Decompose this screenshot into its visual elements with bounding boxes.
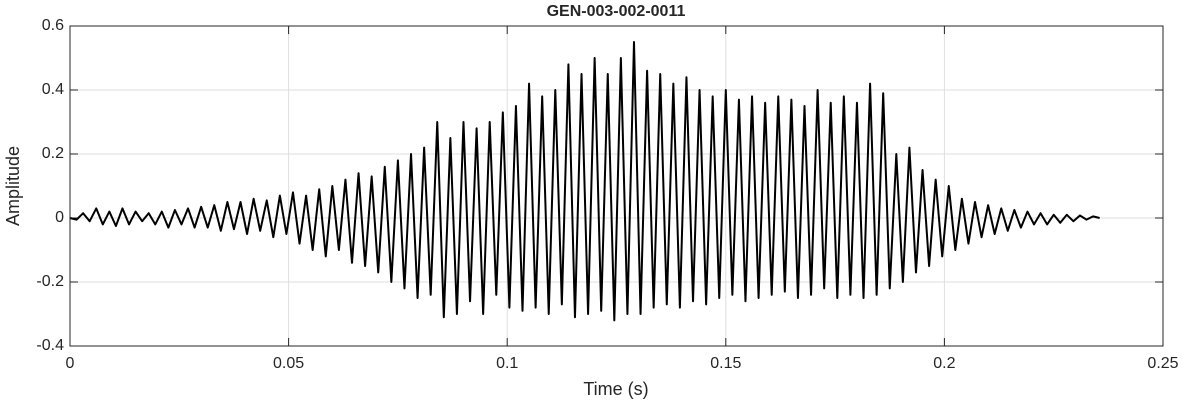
x-tick-label: 0.15 [710,355,741,372]
y-tick-label: -0.4 [36,337,64,354]
y-tick-label: -0.2 [36,273,64,290]
y-tick-label: 0 [55,209,64,226]
plot-area [70,26,1163,346]
chart-title: GEN-003-002-0011 [547,3,686,20]
x-tick-label: 0 [66,355,75,372]
axes-box [69,25,1164,347]
x-axis-label: Time (s) [583,379,648,399]
x-tick-label: 0.05 [273,355,304,372]
x-tick-label: 0.25 [1147,355,1178,372]
y-tick-label: 0.2 [42,145,64,162]
y-axis-label: Amplitude [3,146,23,226]
x-tick-label: 0.2 [933,355,955,372]
y-tick-label: 0.4 [42,81,64,98]
y-tick-label: 0.6 [42,17,64,34]
waveform-line [69,41,1100,322]
x-tick-label: 0.1 [496,355,518,372]
